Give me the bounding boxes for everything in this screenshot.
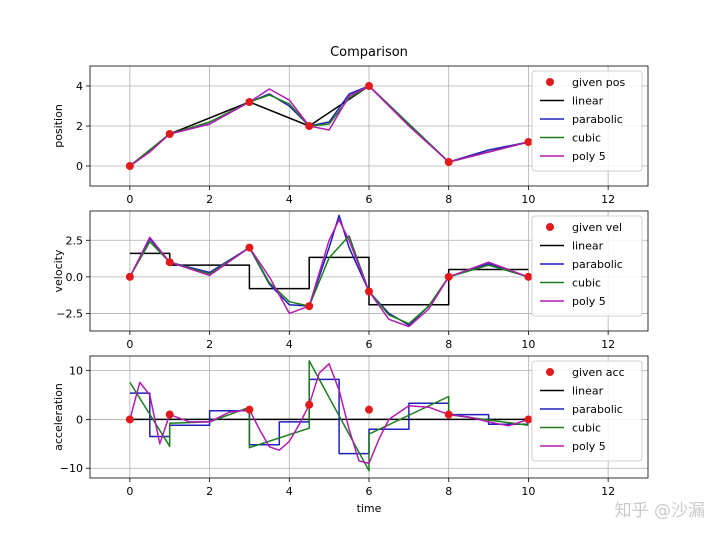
legend-label-poly5: poly 5 <box>572 440 606 453</box>
x-tick-label: 0 <box>126 485 133 498</box>
legend-label-linear: linear <box>572 240 604 253</box>
given-point <box>305 122 314 130</box>
x-tick-label: 4 <box>286 485 293 498</box>
legend-label-given: given pos <box>572 76 625 89</box>
legend: given vel linear parabolic cubic poly 5 <box>531 215 643 317</box>
given-point <box>365 287 373 296</box>
x-tick-label: 8 <box>445 485 452 498</box>
series-poly5-line <box>129 363 529 465</box>
legend-box <box>531 70 643 172</box>
x-tick-label: 2 <box>206 485 213 498</box>
given-point <box>444 158 453 166</box>
given-point <box>165 130 174 138</box>
y-axis-label: position <box>52 104 65 148</box>
x-tick-label: 8 <box>445 338 452 351</box>
axes-frame <box>89 65 649 187</box>
watermark: 知乎 @沙漏 <box>615 501 705 521</box>
subplot-3: 0 2 4 6 8 10 12 −10 0 10 acceleration time given acc… <box>52 355 649 515</box>
series-linear-line <box>129 252 529 306</box>
legend-label-cubic: cubic <box>572 422 601 435</box>
given-point <box>305 302 314 311</box>
given-point <box>444 272 453 281</box>
x-tick-label: 4 <box>286 338 293 351</box>
figure-title: Comparison <box>330 45 408 60</box>
x-tick-label: 12 <box>601 193 615 206</box>
legend-label-parabolic: parabolic <box>572 258 623 271</box>
y-tick-label: 0 <box>76 413 83 426</box>
x-tick-label: 2 <box>206 338 213 351</box>
given-point <box>165 410 174 419</box>
legend: given pos linear parabolic cubic poly 5 <box>531 70 643 172</box>
series-cubic-line <box>129 235 529 325</box>
given-point <box>524 138 533 146</box>
y-tick-label: 10 <box>69 365 83 378</box>
legend-box <box>531 360 643 462</box>
y-tick-label: 2.5 <box>66 234 84 247</box>
given-point <box>305 400 314 409</box>
plot-area <box>125 360 533 472</box>
legend-label-poly5: poly 5 <box>572 150 606 163</box>
series-poly5-line <box>129 219 529 328</box>
plot-area <box>125 82 533 170</box>
y-tick-label: 0.0 <box>66 271 84 284</box>
axes-frame <box>89 210 649 332</box>
subplots: 0 2 4 6 8 10 12 0 2 4 position given pos linear parab… <box>52 65 649 515</box>
given-point <box>125 272 134 281</box>
axes-frame <box>89 355 649 479</box>
x-tick-label: 4 <box>286 193 293 206</box>
given-point <box>165 258 174 267</box>
given-point <box>365 405 373 414</box>
y-tick-label: −2.5 <box>56 307 83 320</box>
legend-label-given: given vel <box>572 221 622 234</box>
x-tick-label: 12 <box>601 485 615 498</box>
x-tick-label: 8 <box>445 193 452 206</box>
given-point <box>245 405 254 414</box>
x-tick-label: 10 <box>521 485 535 498</box>
given-point <box>365 82 373 90</box>
x-tick-label: 0 <box>126 193 133 206</box>
x-tick-label: 10 <box>521 338 535 351</box>
legend-marker-given <box>546 223 554 231</box>
y-tick-label: 4 <box>76 80 83 93</box>
legend-label-poly5: poly 5 <box>572 295 606 308</box>
x-tick-label: 6 <box>366 338 373 351</box>
legend-label-linear: linear <box>572 385 604 398</box>
given-point <box>524 415 533 424</box>
y-axis-label: velocity <box>52 249 65 292</box>
legend-marker-given <box>546 368 554 376</box>
legend-label-given: given acc <box>572 366 625 379</box>
given-point <box>444 410 453 419</box>
given-point <box>524 272 533 281</box>
legend-label-cubic: cubic <box>572 277 601 290</box>
legend-label-linear: linear <box>572 95 604 108</box>
x-tick-label: 0 <box>126 338 133 351</box>
x-tick-label: 6 <box>366 485 373 498</box>
given-point <box>125 162 134 170</box>
x-tick-label: 2 <box>206 193 213 206</box>
legend-marker-given <box>546 78 554 86</box>
legend-label-parabolic: parabolic <box>572 403 623 416</box>
given-point <box>245 243 254 252</box>
given-point <box>245 98 254 106</box>
x-tick-label: 6 <box>366 193 373 206</box>
x-axis-label: time <box>357 502 382 515</box>
y-tick-label: 2 <box>76 120 83 133</box>
legend-label-cubic: cubic <box>572 132 601 145</box>
x-tick-label: 10 <box>521 193 535 206</box>
y-axis-label: acceleration <box>52 383 65 451</box>
x-tick-label: 12 <box>601 338 615 351</box>
subplot-1: 0 2 4 6 8 10 12 0 2 4 position given pos linear parab… <box>52 65 649 206</box>
series-cubic-line <box>129 360 529 472</box>
legend-label-parabolic: parabolic <box>572 113 623 126</box>
y-tick-label: −10 <box>60 462 83 475</box>
y-tick-label: 0 <box>76 160 83 173</box>
plot-area <box>125 214 533 328</box>
legend: given acc linear parabolic cubic poly 5 <box>531 360 643 462</box>
legend-box <box>531 215 643 317</box>
given-point <box>125 415 134 424</box>
